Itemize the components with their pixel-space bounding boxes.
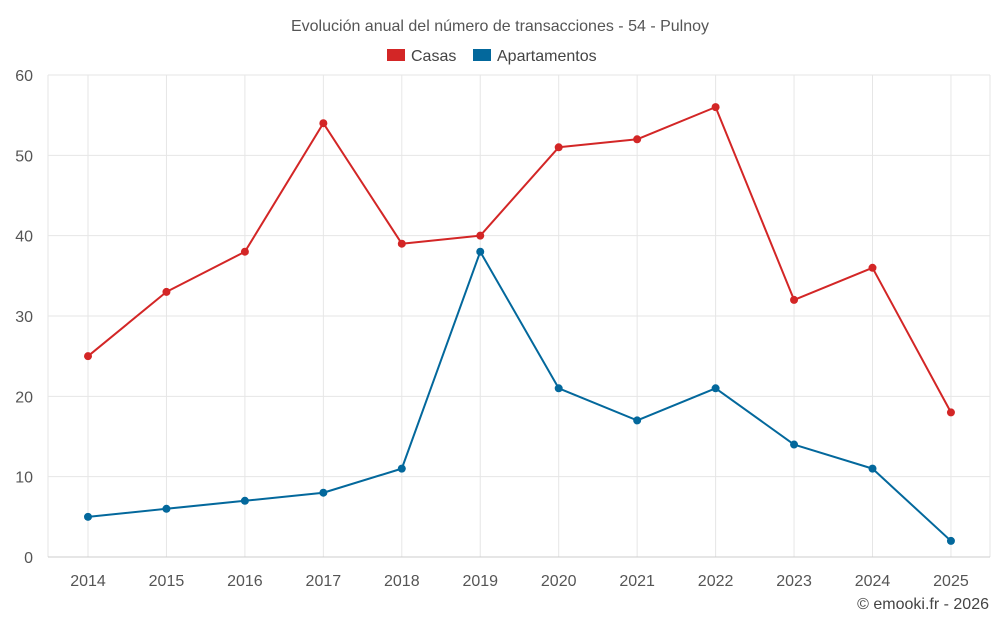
y-tick-label: 30 <box>15 309 33 326</box>
legend: Casas Apartamentos <box>387 48 597 65</box>
series-apartamentos <box>84 247 955 545</box>
y-tick-label: 20 <box>15 389 33 406</box>
series-casas <box>84 103 955 417</box>
data-point-casas[interactable] <box>946 408 955 417</box>
x-tick-label: 2019 <box>462 573 498 590</box>
grid <box>47 74 991 557</box>
credit-text: © emooki.fr - 2026 <box>857 596 989 613</box>
x-tick-label: 2025 <box>933 573 969 590</box>
legend-label-apartamentos[interactable]: Apartamentos <box>497 48 597 65</box>
data-point-casas[interactable] <box>711 103 720 112</box>
chart-title: Evolución anual del número de transaccio… <box>291 18 709 35</box>
x-tick-label: 2015 <box>149 573 185 590</box>
data-point-apartamentos[interactable] <box>946 536 955 545</box>
x-tick-label: 2023 <box>776 573 812 590</box>
x-tick-label: 2017 <box>306 573 342 590</box>
data-point-casas[interactable] <box>397 239 406 248</box>
series <box>84 103 955 545</box>
y-tick-label: 40 <box>15 229 33 246</box>
data-point-apartamentos[interactable] <box>240 496 249 505</box>
y-tick-label: 0 <box>24 550 33 567</box>
x-tick-label: 2021 <box>619 573 655 590</box>
x-tick-label: 2016 <box>227 573 263 590</box>
x-tick-label: 2020 <box>541 573 577 590</box>
y-axis: 0 10 20 30 40 50 60 <box>15 68 33 567</box>
x-tick-label: 2024 <box>855 573 891 590</box>
data-point-apartamentos[interactable] <box>162 504 171 513</box>
legend-swatch-apartamentos[interactable] <box>473 49 491 61</box>
data-point-casas[interactable] <box>84 352 92 361</box>
data-point-casas[interactable] <box>554 143 563 152</box>
data-point-casas[interactable] <box>633 135 642 144</box>
x-tick-label: 2014 <box>70 573 106 590</box>
data-point-casas[interactable] <box>476 231 485 240</box>
x-tick-label: 2018 <box>384 573 420 590</box>
data-point-apartamentos[interactable] <box>868 464 877 473</box>
data-point-apartamentos[interactable] <box>711 384 720 393</box>
data-point-casas[interactable] <box>868 263 877 272</box>
legend-swatch-casas[interactable] <box>387 49 405 61</box>
y-tick-label: 10 <box>15 470 33 487</box>
data-point-apartamentos[interactable] <box>84 512 92 521</box>
data-point-casas[interactable] <box>240 247 249 256</box>
data-point-apartamentos[interactable] <box>633 416 642 425</box>
data-point-apartamentos[interactable] <box>554 384 563 393</box>
series-line-apartamentos <box>87 250 952 542</box>
y-tick-label: 60 <box>15 68 33 85</box>
data-point-casas[interactable] <box>790 295 799 304</box>
data-point-apartamentos[interactable] <box>397 464 406 473</box>
x-axis: 2014 2015 2016 2017 2018 2019 2020 2021 2022 2023… <box>48 556 990 590</box>
series-line-casas <box>87 106 952 413</box>
y-tick-label: 50 <box>15 148 33 165</box>
data-point-apartamentos[interactable] <box>476 247 485 256</box>
data-point-apartamentos[interactable] <box>319 488 328 497</box>
legend-label-casas[interactable]: Casas <box>411 48 456 65</box>
data-point-casas[interactable] <box>319 119 328 128</box>
data-point-casas[interactable] <box>162 287 171 296</box>
data-point-apartamentos[interactable] <box>790 440 799 449</box>
x-tick-label: 2022 <box>698 573 734 590</box>
